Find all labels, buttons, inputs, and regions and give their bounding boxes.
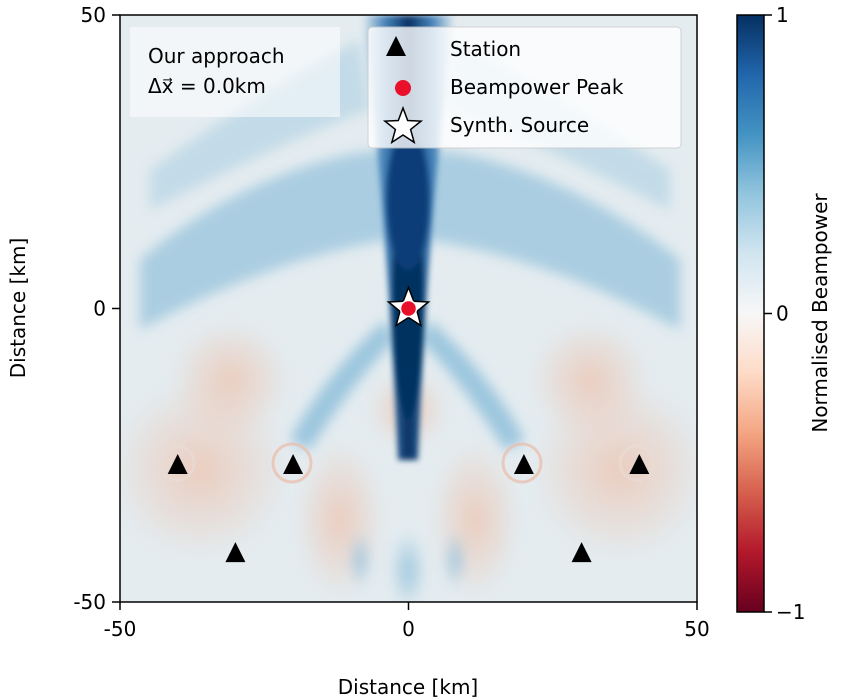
legend-peak-circle-icon bbox=[395, 80, 411, 96]
plot-markers bbox=[167, 285, 650, 563]
legend-station-triangle-icon bbox=[386, 36, 406, 56]
y-axis-label: Distance [km] bbox=[6, 238, 30, 378]
plot-axes: -50 0 50 -50 0 50 bbox=[73, 3, 709, 641]
beampower-peak-dot bbox=[399, 299, 418, 318]
colorbar: 1 0 −1 Normalised Beampower bbox=[736, 3, 832, 624]
colorbar-tick-label-0: 1 bbox=[776, 3, 789, 27]
station-marker-2 bbox=[513, 454, 534, 475]
colorbar-tick-label-1: 0 bbox=[776, 302, 789, 326]
annotation-line-1: Our approach bbox=[148, 44, 285, 68]
legend: Station Beampower Peak Synth. Source bbox=[367, 26, 682, 149]
annotation-box: Our approach Δx⃗ = 0.0km bbox=[130, 27, 340, 117]
y-tick-label-2: 50 bbox=[81, 3, 106, 27]
station-marker-5 bbox=[571, 542, 592, 563]
colorbar-tick-label-2: −1 bbox=[776, 600, 805, 624]
station-marker-3 bbox=[629, 454, 650, 475]
station-marker-4 bbox=[225, 542, 246, 563]
y-tick-label-1: 0 bbox=[93, 297, 106, 321]
x-axis-label: Distance [km] bbox=[338, 675, 478, 699]
station-marker-0 bbox=[167, 454, 188, 475]
station-marker-1 bbox=[283, 454, 304, 475]
x-tick-label-1: 0 bbox=[402, 617, 415, 641]
legend-label-source: Synth. Source bbox=[450, 113, 589, 137]
legend-label-peak: Beampower Peak bbox=[450, 75, 624, 99]
y-tick-label-0: -50 bbox=[73, 590, 106, 614]
legend-label-station: Station bbox=[450, 37, 521, 61]
colorbar-label: Normalised Beampower bbox=[808, 193, 832, 433]
x-tick-label-0: -50 bbox=[104, 617, 137, 641]
legend-source-star-icon bbox=[382, 105, 424, 145]
x-tick-label-2: 50 bbox=[684, 617, 709, 641]
annotation-line-2: Δx⃗ = 0.0km bbox=[148, 74, 266, 98]
